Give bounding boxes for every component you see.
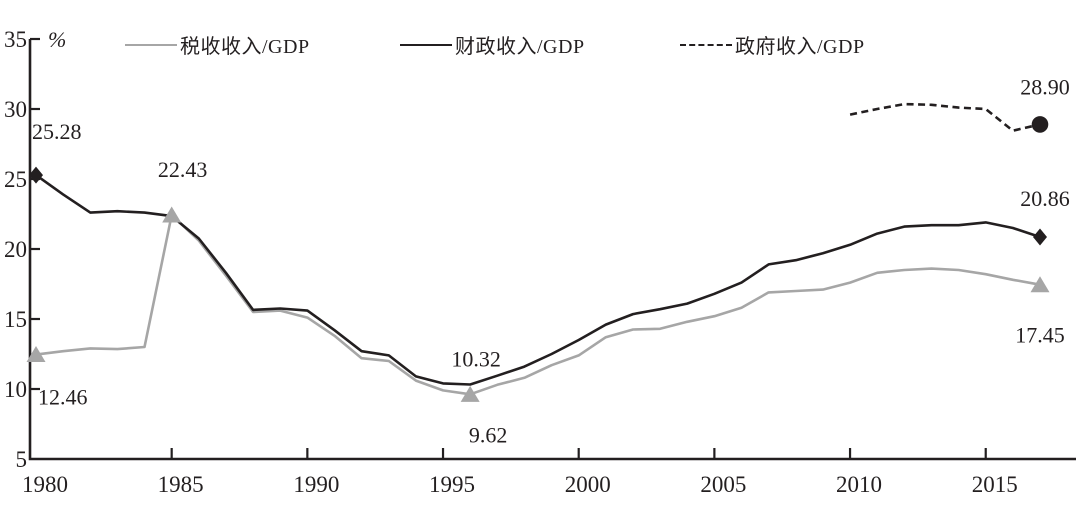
x-tick-label: 1985 <box>158 472 204 497</box>
data-point-label: 25.28 <box>32 119 82 144</box>
data-point-label: 12.46 <box>38 385 88 410</box>
y-tick-label: 15 <box>4 307 27 332</box>
data-point-label: 28.90 <box>1020 74 1070 99</box>
marker-triangle-series-0 <box>162 206 182 223</box>
x-tick-label: 1980 <box>22 472 68 497</box>
x-tick-label: 2005 <box>700 472 746 497</box>
x-tick-label: 1995 <box>429 472 475 497</box>
marker-triangle-series-0 <box>1030 276 1050 293</box>
data-point-label: 9.62 <box>469 422 508 447</box>
axis-lines <box>28 39 1076 461</box>
marker-triangle-series-0 <box>460 385 480 402</box>
data-point-label: 17.45 <box>1015 323 1065 348</box>
data-point-label: 22.43 <box>158 157 208 182</box>
y-tick-label: 10 <box>4 377 27 402</box>
marker-triangle-series-0 <box>26 346 46 363</box>
marker-diamond-series-1 <box>1032 228 1047 246</box>
series-line-0 <box>35 213 1041 396</box>
data-point-label: 10.32 <box>451 347 501 372</box>
y-tick-label: 25 <box>4 167 27 192</box>
marker-circle-series-2 <box>1031 116 1049 133</box>
marker-diamond-series-1 <box>29 166 43 184</box>
y-axis-unit-label: % <box>48 27 66 52</box>
y-tick-label: 5 <box>16 447 28 472</box>
y-tick-label: 30 <box>4 97 27 122</box>
x-tick-label: 2015 <box>972 472 1018 497</box>
y-tick-label: 35 <box>4 27 27 52</box>
x-tick-label: 1990 <box>293 472 339 497</box>
y-tick-label: 20 <box>4 237 27 262</box>
x-tick-label: 2010 <box>836 472 882 497</box>
series-line-1 <box>35 174 1041 386</box>
data-point-label: 20.86 <box>1020 186 1070 211</box>
series-line-2 <box>849 102 1041 132</box>
x-tick-label: 2000 <box>565 472 611 497</box>
